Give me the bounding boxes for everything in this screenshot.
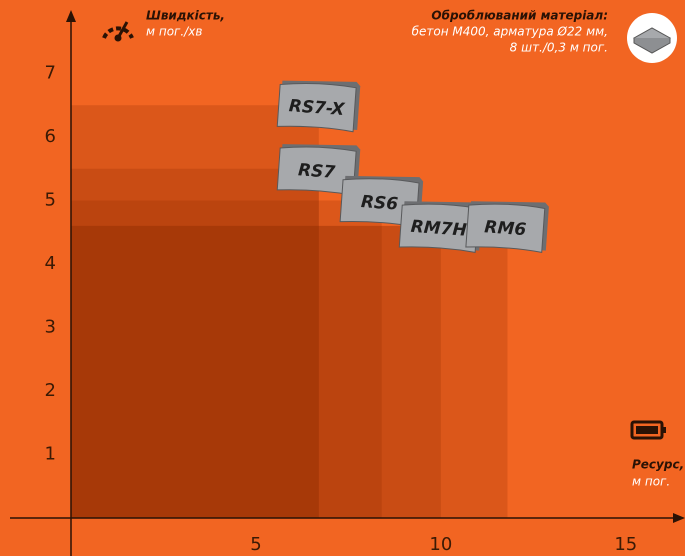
block-label: RS7 — [276, 144, 361, 196]
label-card — [465, 203, 546, 253]
y-tick-label: 3 — [45, 317, 56, 338]
label-card — [276, 82, 357, 133]
x-axis-title: Ресурс, — [632, 458, 684, 472]
y-tick-label: 4 — [45, 253, 56, 274]
x-tick-label: 5 — [250, 534, 261, 555]
block-name: RM6 — [484, 217, 527, 240]
y-tick-label: 6 — [45, 126, 56, 147]
x-axis-unit: м пог. — [632, 475, 670, 489]
block-label: RM7H — [398, 201, 483, 253]
block — [71, 168, 319, 518]
y-tick-label: 7 — [45, 63, 56, 84]
plot — [71, 105, 508, 518]
block — [71, 225, 441, 518]
material-icon — [627, 13, 677, 63]
battery-icon — [630, 420, 666, 440]
note-line: 8 шт./0,3 м пог. — [510, 41, 608, 55]
block-label: RS7-X — [276, 80, 361, 133]
block — [71, 200, 382, 518]
y-tick-label: 2 — [45, 380, 56, 401]
x-tick-label: 15 — [614, 534, 637, 555]
block — [71, 105, 319, 518]
x-tick-label: 10 — [429, 534, 452, 555]
y-tick-label: 1 — [45, 444, 56, 465]
y-axis-title: Швидкість, — [146, 9, 225, 23]
block-name: RS7 — [297, 160, 336, 183]
speed-icon — [102, 21, 134, 42]
y-axis-unit: м пог./хв — [146, 25, 202, 39]
y-tick-label: 5 — [45, 190, 56, 211]
labels: RS7-X RS7 RS6 RM7H RM6 — [276, 80, 549, 253]
block-label: RM6 — [465, 201, 549, 253]
note-line: бетон М400, арматура Ø22 мм, — [412, 25, 608, 39]
x-axis-arrow — [673, 513, 685, 523]
block-name: RS7-X — [288, 96, 346, 120]
block — [71, 225, 508, 518]
note-title: Оброблюваний матеріал: — [431, 9, 608, 23]
y-axis-arrow — [66, 10, 76, 22]
label-card — [398, 203, 479, 253]
block-name: RM7H — [410, 217, 467, 241]
block-name: RS6 — [360, 192, 399, 215]
